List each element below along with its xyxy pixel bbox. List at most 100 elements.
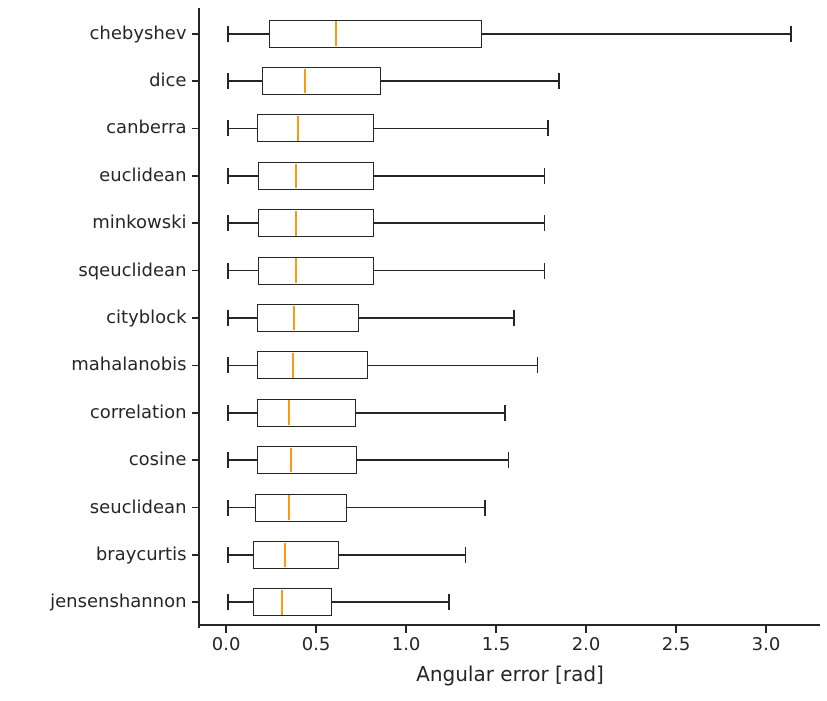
- whisker-high-line: [346, 506, 486, 509]
- iqr-box: [256, 398, 356, 427]
- whisker-low-cap: [227, 546, 229, 563]
- y-tick-mark: [191, 80, 199, 82]
- y-tick-mark: [191, 222, 199, 225]
- y-tick-label: braycurtis: [95, 543, 187, 565]
- whisker-high-line: [373, 269, 545, 272]
- iqr-box: [258, 209, 374, 238]
- median-line: [291, 353, 294, 378]
- whisker-high-line: [357, 459, 509, 461]
- whisker-high-cap: [543, 167, 546, 184]
- whisker-high-line: [380, 80, 560, 82]
- x-axis-title: Angular error [rad]: [416, 662, 604, 686]
- x-axis-spine: [198, 624, 820, 626]
- x-tick-label: 0.0: [211, 634, 241, 655]
- median-line: [295, 210, 298, 236]
- whisker-low-cap: [227, 25, 229, 42]
- whisker-low-line: [227, 222, 259, 225]
- iqr-box: [253, 588, 333, 617]
- iqr-box: [258, 161, 374, 190]
- whisker-high-cap: [507, 452, 510, 469]
- iqr-box: [253, 540, 340, 569]
- y-tick-mark: [191, 411, 199, 414]
- x-tick-label: 3.0: [751, 634, 781, 655]
- iqr-box: [269, 19, 482, 48]
- whisker-high-line: [332, 601, 450, 604]
- median-line: [297, 116, 300, 141]
- whisker-low-line: [227, 506, 255, 509]
- whisker-high-cap: [543, 262, 546, 279]
- median-line: [295, 163, 298, 189]
- whisker-low-cap: [227, 262, 229, 279]
- whisker-high-cap: [513, 310, 515, 326]
- y-axis-spine: [198, 8, 200, 628]
- x-tick-label: 1.0: [391, 634, 421, 655]
- whisker-low-line: [227, 317, 257, 319]
- x-tick-mark: [675, 626, 677, 633]
- x-tick-label: 2.0: [571, 634, 601, 655]
- whisker-low-line: [227, 459, 257, 461]
- iqr-box: [256, 351, 369, 380]
- y-tick-mark: [191, 364, 199, 367]
- median-line: [284, 542, 287, 568]
- y-tick-mark: [191, 554, 199, 556]
- y-tick-mark: [191, 506, 199, 509]
- x-tick-mark: [585, 626, 587, 633]
- y-tick-mark: [191, 269, 199, 272]
- y-tick-mark: [191, 127, 199, 130]
- whisker-low-cap: [227, 499, 229, 516]
- iqr-box: [254, 493, 347, 522]
- x-tick-mark: [495, 626, 497, 633]
- median-line: [280, 590, 283, 615]
- whisker-high-line: [481, 32, 792, 35]
- whisker-low-cap: [227, 167, 229, 184]
- whisker-high-cap: [504, 404, 506, 421]
- whisker-low-cap: [227, 357, 229, 374]
- whisker-high-line: [373, 127, 549, 130]
- whisker-low-cap: [227, 452, 229, 469]
- median-line: [289, 447, 292, 473]
- whisker-low-line: [227, 269, 259, 272]
- median-line: [293, 305, 296, 331]
- y-tick-mark: [191, 459, 199, 461]
- whisker-low-line: [227, 127, 257, 130]
- iqr-box: [262, 67, 381, 96]
- x-tick-mark: [225, 626, 227, 633]
- iqr-box: [256, 114, 374, 143]
- median-line: [295, 258, 298, 283]
- whisker-low-cap: [227, 73, 229, 90]
- x-tick-mark: [765, 626, 767, 633]
- whisker-low-cap: [227, 120, 229, 137]
- whisker-high-cap: [547, 120, 550, 137]
- y-tick-label: chebyshev: [89, 22, 187, 44]
- y-tick-label: cityblock: [106, 307, 187, 328]
- y-tick-label: dice: [149, 70, 187, 92]
- whisker-high-line: [339, 554, 466, 556]
- y-tick-mark: [191, 317, 199, 319]
- y-tick-label: euclidean: [99, 164, 187, 186]
- whisker-low-line: [227, 364, 257, 367]
- whisker-high-line: [359, 317, 515, 319]
- y-tick-mark: [191, 32, 199, 35]
- whisker-high-cap: [464, 546, 467, 563]
- whisker-high-cap: [448, 594, 451, 611]
- median-line: [288, 400, 291, 426]
- median-line: [288, 495, 291, 520]
- whisker-high-cap: [790, 25, 793, 42]
- whisker-low-line: [227, 411, 257, 414]
- iqr-box: [258, 256, 374, 285]
- whisker-high-line: [373, 222, 545, 225]
- whisker-low-line: [227, 554, 254, 556]
- whisker-high-line: [373, 174, 545, 177]
- x-tick-mark: [405, 626, 407, 633]
- whisker-low-cap: [227, 215, 229, 232]
- whisker-low-cap: [227, 310, 229, 326]
- iqr-box: [256, 446, 358, 475]
- whisker-low-cap: [227, 404, 229, 421]
- whisker-high-line: [355, 411, 506, 414]
- whisker-low-line: [227, 32, 270, 35]
- y-tick-label: canberra: [106, 117, 187, 139]
- y-tick-mark: [191, 174, 199, 177]
- whisker-high-cap: [543, 215, 546, 232]
- x-tick-mark: [315, 626, 317, 633]
